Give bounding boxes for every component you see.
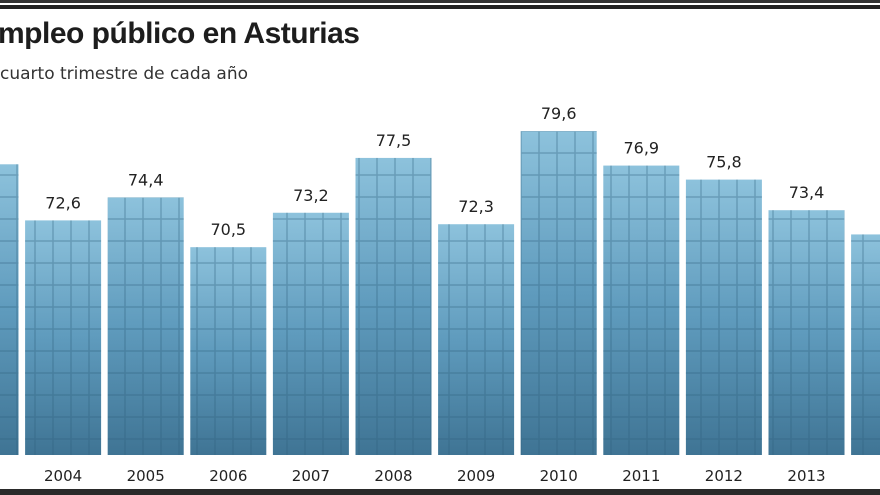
year-label-2012: 2012 (705, 467, 743, 485)
bar-texture-2014 (851, 234, 880, 455)
year-label-2007: 2007 (292, 467, 330, 485)
bar-texture-2008 (355, 157, 432, 456)
year-label-2011: 2011 (622, 467, 660, 485)
value-label-2012: 75,8 (706, 153, 742, 172)
value-label-2006: 70,5 (210, 220, 246, 239)
chart-subtitle: cuarto trimestre de cada año (0, 64, 249, 84)
bar-texture-2009 (438, 224, 515, 455)
year-label-2009: 2009 (457, 467, 495, 485)
bar-texture-2013 (768, 210, 845, 455)
value-label-2007: 73,2 (293, 186, 329, 205)
year-label-2013: 2013 (787, 467, 825, 485)
bar-texture-2004 (25, 220, 102, 455)
bar-texture-2011 (603, 165, 680, 455)
year-label-2006: 2006 (209, 467, 247, 485)
year-label-2004: 2004 (44, 467, 82, 485)
bar-texture-2006 (190, 247, 267, 455)
year-label-2008: 2008 (374, 467, 412, 485)
year-label-2005: 2005 (127, 467, 165, 485)
value-label-2008: 77,5 (376, 131, 412, 150)
year-label-2010: 2010 (540, 467, 578, 485)
value-label-2010: 79,6 (541, 104, 577, 123)
bar-texture-2010 (520, 131, 597, 455)
value-label-2011: 76,9 (623, 139, 659, 158)
value-label-2013: 73,4 (789, 183, 825, 202)
bar-texture-2007 (272, 212, 349, 455)
bar-texture-2003 (0, 164, 19, 456)
bar-texture-2005 (107, 197, 184, 455)
value-label-2005: 74,4 (128, 170, 164, 189)
top-rule-thick (0, 5, 880, 9)
top-rule (0, 0, 880, 3)
value-label-2009: 72,3 (458, 197, 494, 216)
bar-texture-2012 (685, 179, 762, 455)
bottom-rule (0, 489, 880, 495)
chart-title: mpleo público en Asturias (0, 17, 360, 50)
value-label-2004: 72,6 (45, 193, 81, 212)
